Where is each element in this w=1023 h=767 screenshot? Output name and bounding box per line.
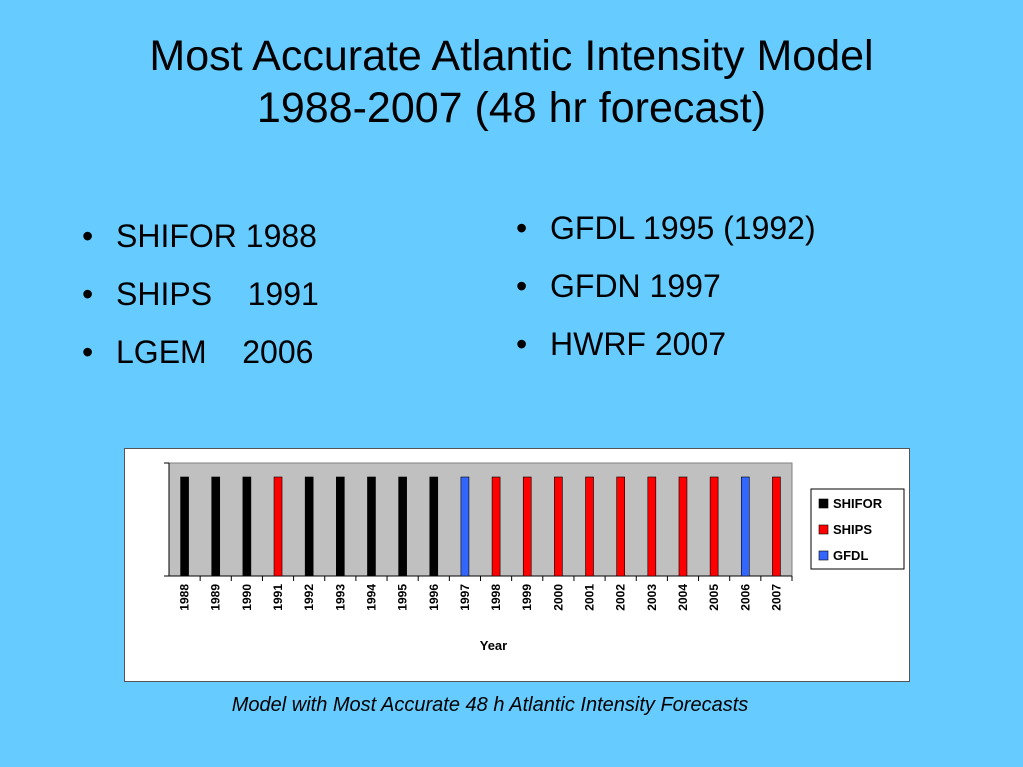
bar-shifor-1988 <box>180 476 189 577</box>
bar-shifor-1992 <box>304 476 314 577</box>
bar-shifor-1996 <box>429 476 439 577</box>
x-tick-label: 2003 <box>645 584 659 611</box>
model-winner-chart: 1988 1989 1990 1991 1992 1993 1994 1995 1996 1997… <box>164 462 905 653</box>
legend-label-shifor: SHIFOR <box>833 496 883 511</box>
bullet-item: SHIFOR 1988 <box>82 207 319 265</box>
legend-label-ships: SHIPS <box>833 522 872 537</box>
bar-ships-2003 <box>647 476 657 577</box>
x-tick-label: 1991 <box>271 584 285 611</box>
x-tick-label: 2002 <box>614 584 628 611</box>
x-tick-label: 1992 <box>302 584 316 611</box>
bar-shifor-1995 <box>398 476 407 577</box>
bar-shifor-1993 <box>336 476 345 577</box>
x-tick-label: 1993 <box>333 584 347 611</box>
title-line-1: Most Accurate Atlantic Intensity Model <box>149 32 874 80</box>
x-tick-label: 2000 <box>551 584 565 611</box>
legend-swatch-ships <box>818 524 829 535</box>
bar-ships-2005 <box>709 476 719 577</box>
x-tick-label: 1998 <box>489 584 503 611</box>
x-tick-label: 1999 <box>520 584 534 611</box>
bar-ships-1998 <box>491 476 501 577</box>
x-tick-label: 1996 <box>427 584 441 611</box>
bullet-item: SHIPS 1991 <box>82 265 319 323</box>
bullet-item: GFDL 1995 (1992) <box>516 199 816 257</box>
x-tick-label: 1989 <box>209 584 223 611</box>
plot-area <box>168 462 793 577</box>
bar-gfdl-2006 <box>740 476 750 577</box>
left-bullet-list: SHIFOR 1988 SHIPS 1991 LGEM 2006 <box>82 207 319 381</box>
x-tick-label: 1995 <box>396 584 410 611</box>
bar-shifor-1989 <box>211 476 221 577</box>
legend-label-gfdl: GFDL <box>833 548 868 563</box>
bar-ships-1991 <box>273 476 283 577</box>
chart-frame: 1988 1989 1990 1991 1992 1993 1994 1995 1996 1997… <box>124 448 910 682</box>
bar-ships-2001 <box>585 476 594 577</box>
bar-shifor-1994 <box>367 476 376 577</box>
bar-ships-2007 <box>772 476 781 577</box>
bar-shifor-1990 <box>242 476 252 577</box>
legend-swatch-gfdl <box>818 550 829 561</box>
bar-ships-2002 <box>616 476 625 577</box>
x-tick-label: 2006 <box>738 584 752 611</box>
bar-gfdl-1997 <box>460 476 470 577</box>
x-tick-label: 2007 <box>769 584 783 611</box>
legend-swatch-shifor <box>818 498 829 509</box>
x-tick-label: 2004 <box>676 584 690 611</box>
x-axis-title: Year <box>480 638 507 653</box>
x-tick-label: 2005 <box>707 584 721 611</box>
bullet-item: LGEM 2006 <box>82 323 319 381</box>
chart-caption: Model with Most Accurate 48 h Atlantic I… <box>231 694 749 716</box>
bar-ships-2000 <box>554 476 563 577</box>
x-tick-label: 1988 <box>178 584 192 611</box>
title-line-2: 1988-2007 (48 hr forecast) <box>256 84 767 132</box>
x-tick-label: 1994 <box>364 584 378 611</box>
bullet-item: GFDN 1997 <box>516 257 816 315</box>
right-bullet-list: GFDL 1995 (1992) GFDN 1997 HWRF 2007 <box>516 199 816 373</box>
bullet-item: HWRF 2007 <box>516 315 816 373</box>
x-tick-label: 2001 <box>583 584 597 611</box>
x-tick-label: 1997 <box>458 584 472 611</box>
bar-ships-2004 <box>678 476 688 577</box>
slide-title: Most Accurate Atlantic Intensity Model 1… <box>0 30 1023 134</box>
x-tick-label: 1990 <box>240 584 254 611</box>
bar-ships-1999 <box>522 476 532 577</box>
